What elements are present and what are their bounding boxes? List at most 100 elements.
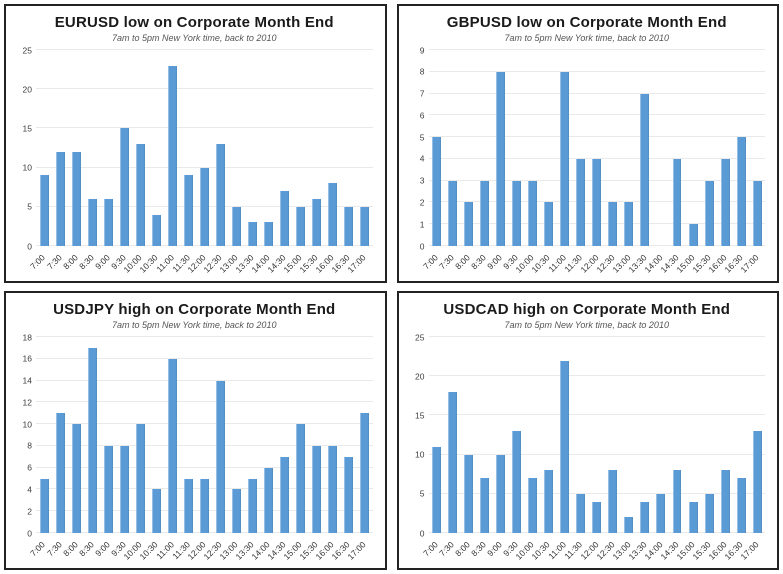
bar-slot (212, 50, 228, 246)
bar-8:30 (480, 180, 490, 246)
bar-12:00 (199, 167, 209, 246)
bar-slot (557, 337, 573, 533)
gridline (36, 401, 373, 403)
gridline (428, 49, 765, 50)
bar-8:00 (464, 454, 474, 533)
y-axis: 0 5 10 15 20 25 (405, 333, 429, 537)
chart-subtitle-usdjpy: 7am to 5pm New York time, back to 2010 (112, 320, 277, 330)
bar-7:30 (448, 391, 458, 533)
bar-slot (669, 50, 685, 246)
x-axis-labels: 7:00 7:30 8:00 8:30 9:00 9:30 10:00 10:30 11:00 1… (29, 533, 373, 567)
y-axis-tick-label: 6 (27, 462, 32, 473)
bar-15:30 (704, 493, 714, 533)
bar-17:00 (360, 413, 370, 533)
bar-8:30 (480, 478, 490, 533)
bar-slot (68, 50, 84, 246)
y-axis-tick-label: 25 (415, 331, 425, 342)
bar-slot (132, 50, 148, 246)
bar-slot (357, 50, 373, 246)
bar-14:30 (280, 456, 289, 533)
bar-slot (84, 337, 100, 533)
bar-15:00 (688, 501, 698, 533)
bar-7:00 (39, 478, 49, 533)
bar-14:00 (656, 493, 666, 533)
chart-panel-usdcad: USDCAD high on Corporate Month End 7am t… (396, 291, 779, 570)
bar-10:30 (151, 214, 161, 246)
bar-slot (573, 50, 589, 246)
bar-slot (733, 50, 749, 246)
bar-10:30 (151, 489, 161, 533)
bar-slot (669, 337, 685, 533)
plot-area (36, 336, 373, 533)
gridline (36, 444, 373, 446)
bar-17:00 (752, 180, 762, 246)
bar-12:30 (215, 144, 225, 246)
bar-9:30 (119, 128, 129, 246)
bar-slot (276, 50, 292, 246)
bar-slot (212, 337, 228, 533)
bars-layer (429, 50, 766, 246)
gridline (36, 336, 373, 337)
bar-slot (605, 50, 621, 246)
gridline (428, 453, 765, 455)
bar-slot (557, 50, 573, 246)
bar-16:00 (720, 158, 730, 246)
gridline (428, 92, 765, 94)
bar-15:30 (704, 180, 714, 246)
gridline (428, 375, 765, 377)
gridline (36, 127, 373, 129)
bar-slot (733, 337, 749, 533)
bar-slot (325, 337, 341, 533)
bar-16:30 (736, 137, 746, 246)
x-axis: 7:00 7:30 8:00 8:30 9:00 9:30 10:00 10:30 11:00 1… (405, 246, 770, 280)
bar-12:30 (215, 380, 225, 533)
y-axis-tick-label: 4 (419, 153, 425, 164)
y-axis-tick-label: 8 (27, 440, 32, 451)
bar-9:30 (512, 180, 522, 246)
bar-slot (525, 50, 541, 246)
chart-title-eurusd: EURUSD low on Corporate Month End (54, 14, 334, 31)
bar-16:30 (736, 478, 746, 533)
bar-slot (637, 50, 653, 246)
y-axis-tick-label: 12 (22, 397, 32, 408)
bar-slot (605, 337, 621, 533)
x-axis: 7:00 7:30 8:00 8:30 9:00 9:30 10:00 10:30 11:00 1… (12, 246, 377, 280)
bar-14:30 (672, 470, 682, 533)
bar-8:00 (71, 151, 81, 246)
bar-10:00 (135, 144, 145, 246)
bar-slot (357, 337, 373, 533)
bar-15:30 (312, 198, 322, 246)
x-axis: 7:00 7:30 8:00 8:30 9:00 9:30 10:00 10:30 11:00 1… (405, 533, 770, 567)
gridline (36, 423, 373, 425)
y-axis-tick-label: 2 (27, 505, 32, 516)
bars-layer (36, 337, 373, 533)
bar-13:00 (231, 489, 241, 533)
bar-slot (228, 50, 244, 246)
y-axis-tick-label: 0 (27, 240, 32, 251)
bar-16:00 (720, 470, 730, 533)
bar-7:30 (448, 180, 458, 246)
bar-16:00 (328, 445, 338, 533)
bar-slot (429, 50, 445, 246)
bar-slot (637, 337, 653, 533)
y-axis-tick-label: 15 (22, 123, 32, 134)
gridline (36, 49, 373, 50)
y-axis-tick-label: 4 (27, 484, 32, 495)
chart-title-usdcad: USDCAD high on Corporate Month End (443, 301, 731, 318)
bar-slot (589, 337, 605, 533)
bar-slot (685, 50, 701, 246)
y-axis-tick-label: 15 (415, 410, 425, 421)
chart-panel-usdjpy: USDJPY high on Corporate Month End 7am t… (4, 291, 387, 570)
bar-11:00 (560, 71, 570, 246)
bar-slot (196, 337, 212, 533)
bar-slot (260, 50, 276, 246)
bar-slot (541, 337, 557, 533)
y-axis-tick-label: 20 (415, 370, 425, 381)
bar-slot (36, 337, 52, 533)
bar-14:30 (672, 158, 682, 246)
chart-title-gbpusd: GBPUSD low on Corporate Month End (446, 14, 727, 31)
bar-slot (749, 50, 765, 246)
bar-slot (52, 337, 68, 533)
bar-10:00 (528, 180, 538, 246)
bar-11:30 (576, 493, 586, 533)
